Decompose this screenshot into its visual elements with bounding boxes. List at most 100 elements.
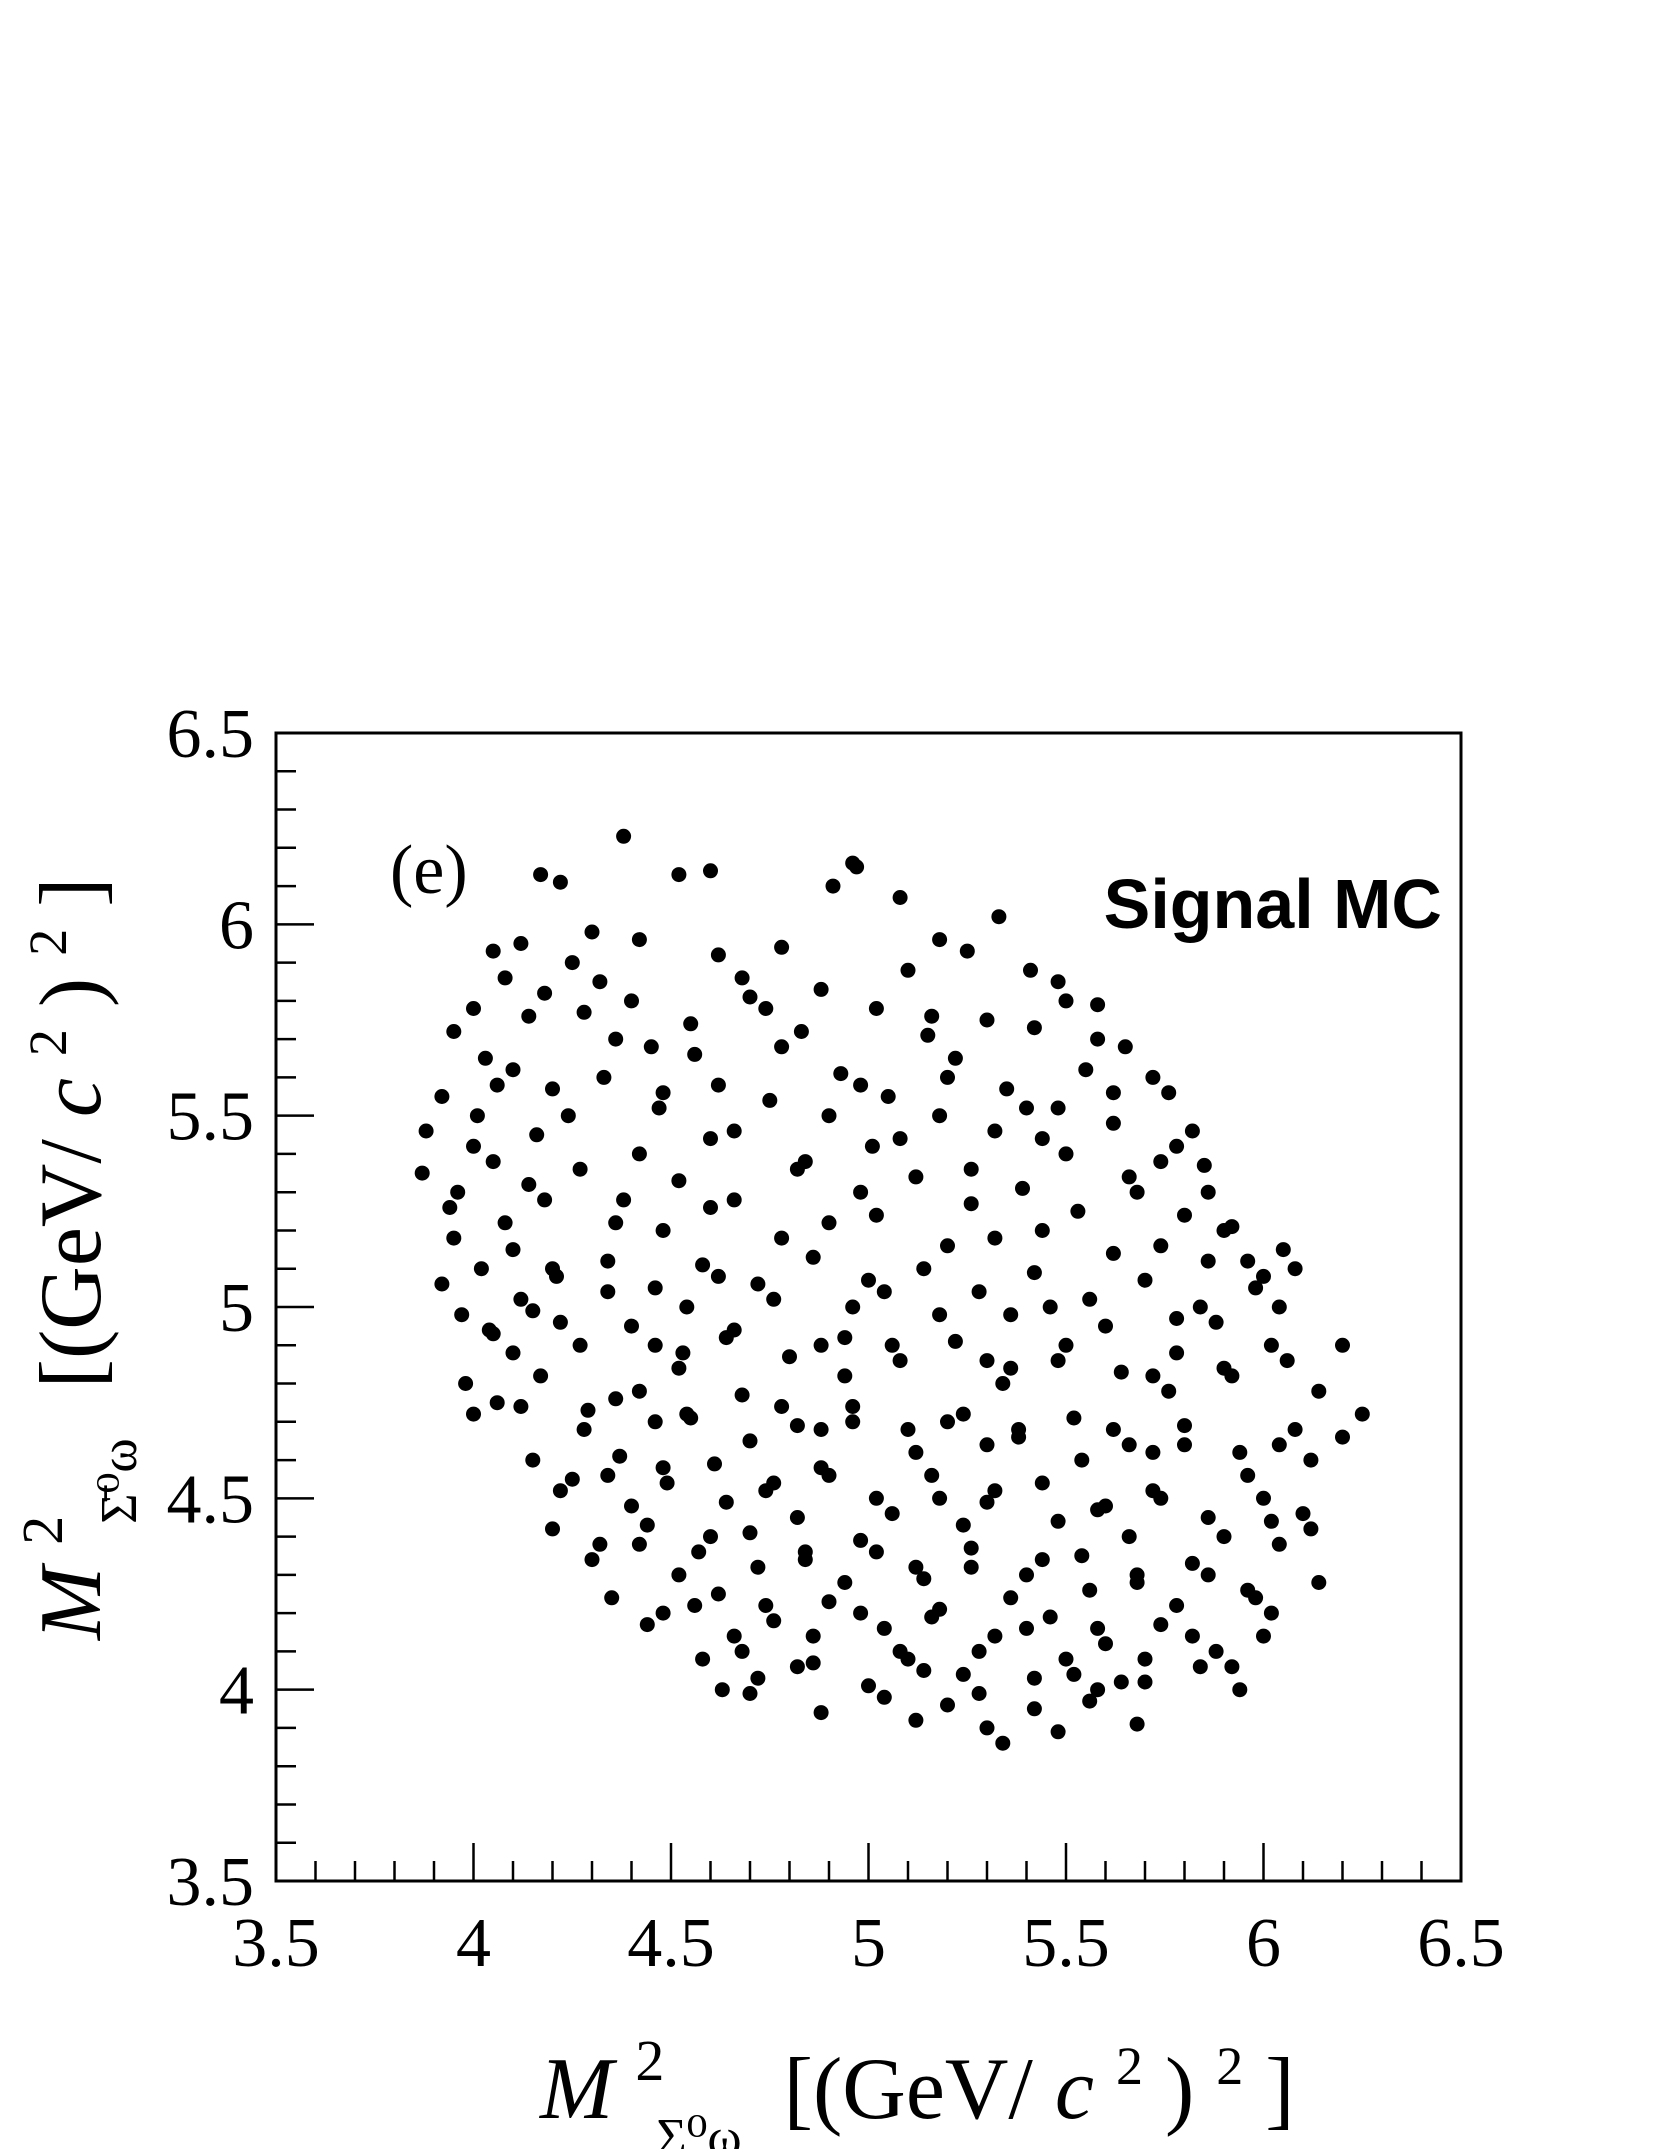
data-point (671, 867, 687, 883)
data-point (1184, 1628, 1200, 1644)
data-point (999, 1081, 1015, 1097)
x-tick-label: 5 (851, 1905, 886, 1982)
data-point (813, 981, 829, 997)
data-point (624, 993, 639, 1009)
signal-mc-annotation: Signal MC (1104, 865, 1442, 943)
data-point (608, 1391, 624, 1407)
data-point (525, 1452, 541, 1468)
data-point (1113, 1674, 1129, 1690)
data-point (1121, 1437, 1137, 1453)
data-point (545, 1081, 560, 1097)
data-point (1216, 1360, 1232, 1376)
data-point (1256, 1268, 1271, 1284)
data-point (647, 1337, 663, 1353)
data-point (963, 1161, 979, 1177)
data-point (497, 1215, 513, 1231)
data-point (1263, 1513, 1279, 1529)
data-point (710, 1586, 726, 1602)
data-point (963, 1559, 979, 1575)
data-point (477, 1050, 493, 1066)
data-point (576, 1004, 592, 1020)
data-point (726, 1192, 742, 1208)
x-axis-title-unit-c: c (1055, 2041, 1094, 2138)
data-point (505, 1062, 521, 1078)
data-point (979, 1012, 995, 1028)
data-point (1026, 1265, 1042, 1281)
data-point (837, 1368, 853, 1384)
y-tick-label: 3.5 (167, 1844, 255, 1921)
data-point (1169, 1598, 1185, 1613)
y-axis-title-unit-open: [(GeV/ (23, 1139, 120, 1389)
data-point (1161, 1085, 1177, 1101)
x-axis-title-subscript: Σ⁰ω (656, 2109, 741, 2149)
data-point (1177, 1207, 1192, 1223)
data-point (505, 1345, 521, 1361)
data-point (868, 1001, 884, 1016)
x-axis-ticks (274, 1843, 1463, 1881)
data-point (469, 1108, 485, 1124)
data-point (564, 1471, 580, 1487)
data-point (655, 1085, 671, 1101)
data-point (1256, 1490, 1271, 1506)
data-point (766, 1291, 782, 1307)
data-point (545, 1261, 560, 1277)
data-point (1098, 1636, 1113, 1652)
data-point (821, 1108, 837, 1124)
data-point (683, 1016, 699, 1032)
data-point (797, 1544, 813, 1560)
data-point (624, 1498, 639, 1514)
data-point (1271, 1299, 1287, 1315)
data-point (695, 1651, 711, 1667)
data-point (473, 1261, 489, 1277)
data-point (1082, 1693, 1098, 1709)
data-point (750, 1559, 766, 1575)
x-axis-tick-labels: 3.5 4 4.5 5 5.5 6 6.5 (232, 1905, 1505, 1982)
data-point (552, 874, 568, 890)
y-axis-title-superscript: 2 (10, 1516, 75, 1545)
data-point (592, 1536, 608, 1552)
data-point (600, 1284, 616, 1300)
data-point (624, 1318, 639, 1334)
data-point (1023, 962, 1038, 978)
data-point (1066, 1666, 1082, 1682)
data-point (707, 1456, 722, 1472)
data-point (679, 1299, 695, 1315)
data-point (1200, 1510, 1216, 1525)
data-point (742, 1433, 758, 1449)
data-point (1129, 1716, 1145, 1732)
data-point (726, 1628, 742, 1644)
data-point (758, 1598, 774, 1613)
data-point (631, 1383, 647, 1399)
data-point (616, 1192, 632, 1208)
data-point (596, 1069, 612, 1085)
data-point (671, 1567, 687, 1583)
data-point (1137, 1651, 1153, 1667)
y-tick-label: 4.5 (167, 1461, 255, 1538)
data-point (1066, 1410, 1082, 1426)
data-point (1137, 1272, 1153, 1288)
y-axis-ticks (276, 731, 314, 1883)
data-point (762, 1092, 778, 1108)
data-point (1153, 1154, 1169, 1170)
data-point (1105, 1115, 1121, 1131)
data-point (1232, 1444, 1248, 1460)
data-point (703, 863, 718, 879)
data-point (1026, 1020, 1042, 1036)
y-axis-title-unit-c: c (23, 1078, 120, 1117)
data-point (916, 1663, 932, 1678)
data-point (1279, 1353, 1295, 1369)
data-point (1098, 1498, 1113, 1514)
data-point (774, 939, 790, 955)
data-point (1129, 1567, 1145, 1583)
data-point (853, 1077, 869, 1093)
data-point (481, 1322, 497, 1338)
svg-text:M 2 Σ⁰ω [(Ge: M 2 Σ⁰ω [(GeV/ c 2 ) 2 ] (538, 2003, 1295, 2149)
data-point (868, 1544, 884, 1560)
data-point (955, 1406, 971, 1422)
data-point (446, 1230, 462, 1246)
data-points (414, 828, 1370, 1751)
data-point (766, 1613, 782, 1629)
data-point (1015, 1180, 1030, 1196)
data-point (971, 1284, 987, 1300)
data-point (1240, 1253, 1256, 1269)
